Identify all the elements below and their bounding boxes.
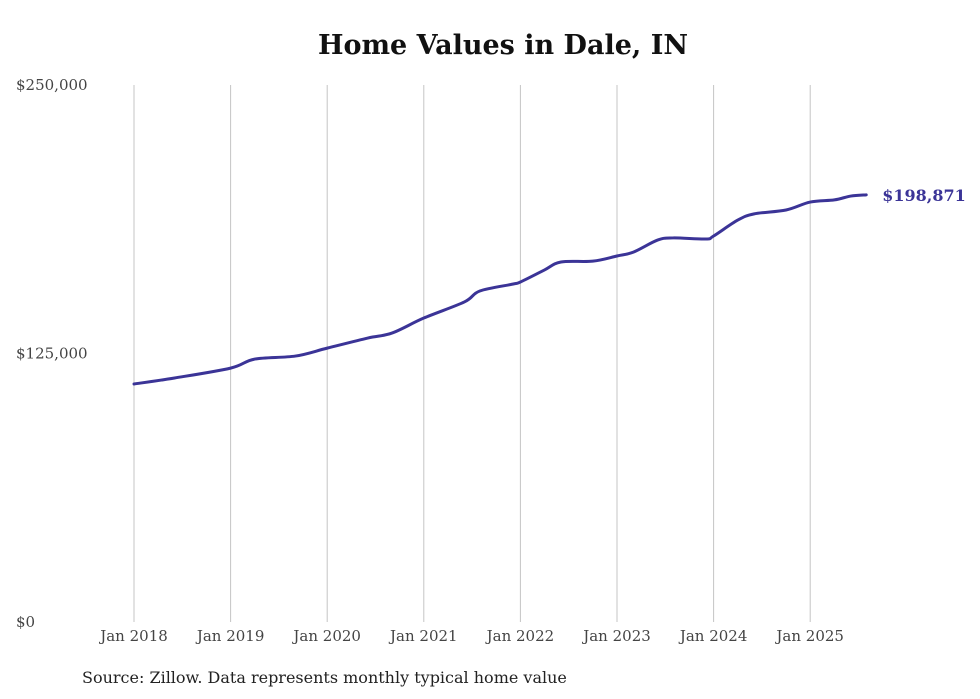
end-value-label: $198,871	[882, 186, 966, 205]
source-note: Source: Zillow. Data represents monthly …	[82, 668, 567, 687]
x-tick-label: Jan 2020	[291, 627, 361, 645]
series-line	[132, 193, 868, 386]
chart-title: Home Values in Dale, IN	[317, 30, 689, 61]
x-tick-label: Jan 2023	[581, 627, 651, 645]
x-tick-label: Jan 2021	[388, 627, 458, 645]
x-tick-label: Jan 2019	[195, 627, 265, 645]
x-tick-label: Jan 2022	[485, 627, 555, 645]
y-tick-label: $0	[16, 613, 35, 631]
y-tick-label: $125,000	[16, 345, 88, 363]
x-tick-label: Jan 2018	[98, 627, 168, 645]
x-tick-label: Jan 2024	[678, 627, 748, 645]
y-tick-label: $250,000	[16, 76, 88, 94]
x-tick-label: Jan 2025	[774, 627, 844, 645]
